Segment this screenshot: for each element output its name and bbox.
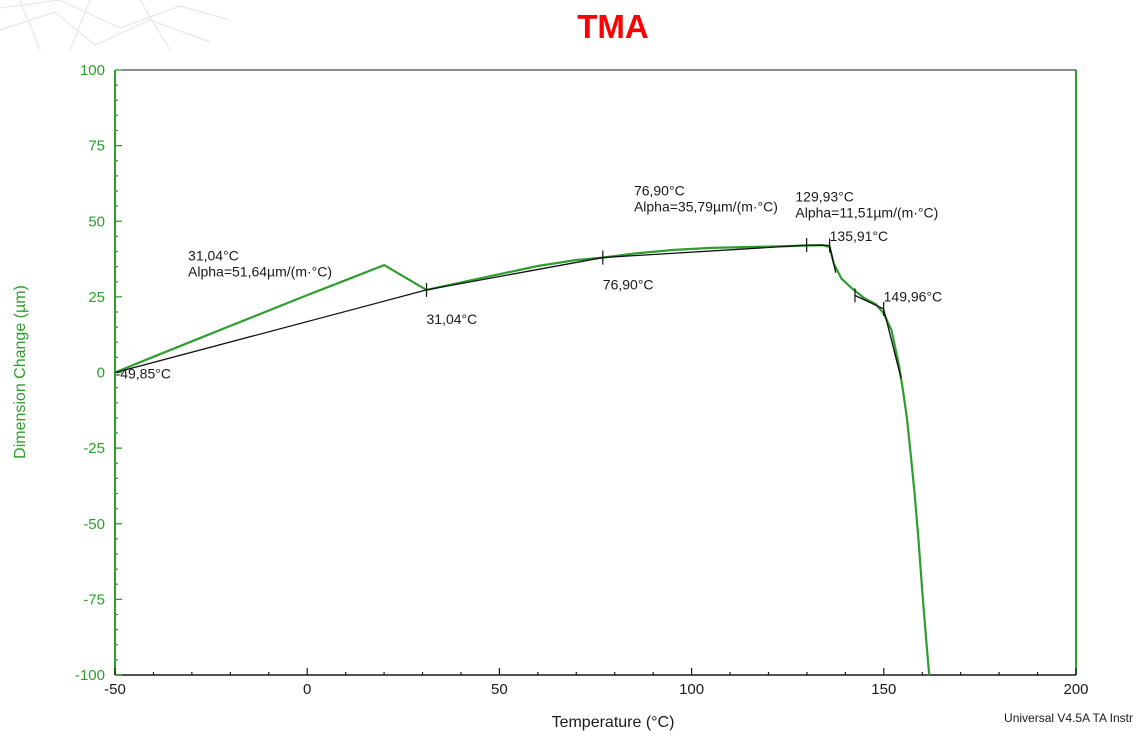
annotation-label: 76,90°C Alpha=35,79µm/(m·°C)	[634, 183, 778, 215]
annotation-label: -49,85°C	[116, 366, 171, 382]
y-tick-label: -50	[83, 516, 105, 533]
fit-segment	[426, 256, 603, 291]
annotation-label: 76,90°C	[603, 276, 654, 292]
fit-segment	[602, 244, 807, 259]
y-tick-label: -25	[83, 440, 105, 457]
y-tick-label: 100	[80, 62, 105, 79]
data-series-line	[114, 244, 931, 676]
x-tick-label: -50	[104, 681, 126, 698]
x-axis-label: Temperature (°C)	[552, 714, 675, 731]
x-tick-label: 150	[871, 681, 896, 698]
x-tick-label: 100	[679, 681, 704, 698]
y-tick-label: 25	[88, 289, 105, 306]
y-tick-label: -100	[75, 667, 105, 684]
annotation-label: 149,96°C	[884, 288, 943, 304]
annotation-label: 129,93°C Alpha=11,51µm/(m·°C)	[795, 189, 938, 221]
y-tick-label: 50	[88, 213, 105, 230]
y-axis-label: Dimension Change (µm)	[12, 285, 29, 459]
y-tick-label: -75	[83, 591, 105, 608]
instrument-footer: Universal V4.5A TA Instr	[1004, 711, 1133, 725]
y-tick-label: 75	[88, 138, 105, 155]
x-tick-label: 0	[303, 681, 311, 698]
fit-segment	[883, 308, 902, 379]
annotation-label: 31,04°C Alpha=51,64µm/(m·°C)	[188, 248, 332, 280]
fit-segment	[854, 294, 884, 310]
fit-segment	[829, 245, 837, 273]
annotation-label: 135,91°C	[830, 228, 889, 244]
x-tick-label: 50	[491, 681, 508, 698]
annotation-label: 31,04°C	[427, 311, 478, 327]
x-tick-label: 200	[1063, 681, 1088, 698]
watermark-decoration	[0, 0, 230, 50]
fit-segment	[115, 289, 427, 374]
chart-title: TMA	[577, 8, 648, 45]
y-tick-label: 0	[97, 365, 105, 382]
